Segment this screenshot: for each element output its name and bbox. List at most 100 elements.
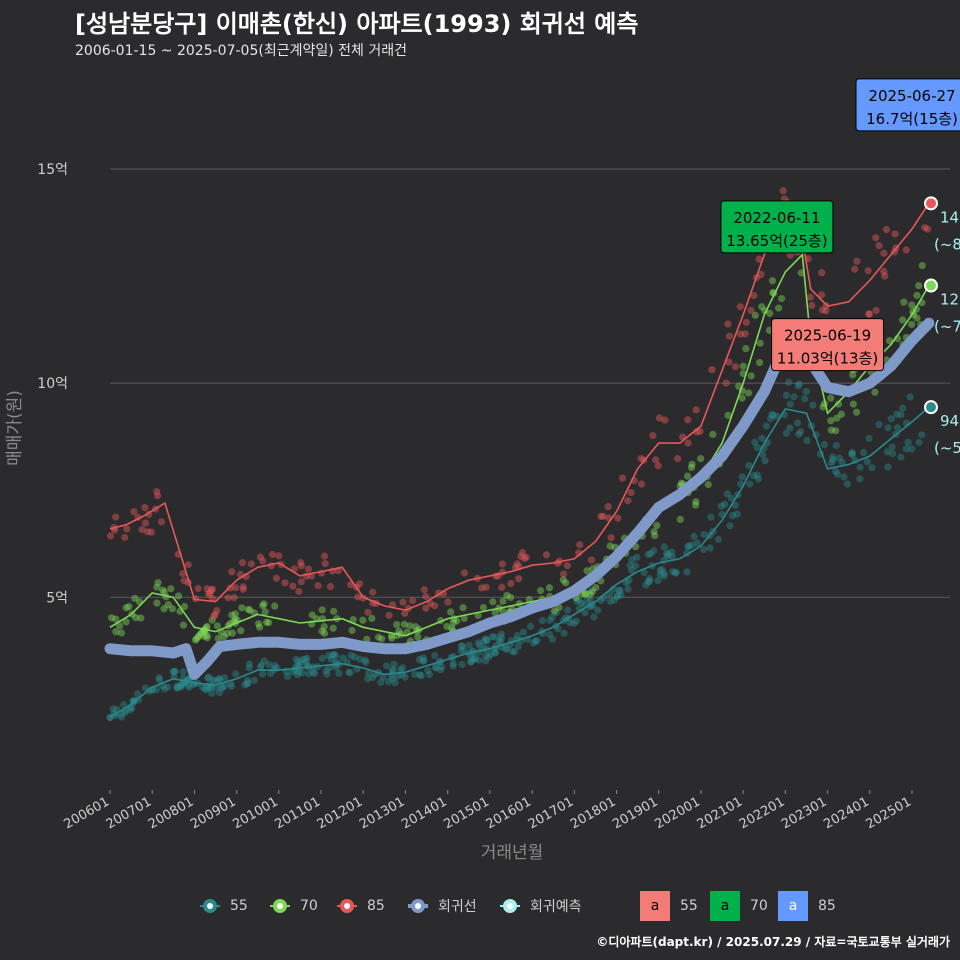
scatter-point (491, 649, 500, 657)
scatter-point (460, 569, 469, 577)
scatter-point (906, 393, 914, 401)
scatter-point (128, 704, 136, 712)
scatter-point (687, 464, 696, 472)
scatter-point (437, 663, 446, 671)
scatter-point (838, 458, 846, 467)
scatter-point (795, 430, 803, 438)
scatter-point (794, 382, 802, 390)
scatter-point (684, 439, 692, 447)
scatter-point (902, 445, 910, 453)
x-axis-label: 거래년월 (481, 843, 544, 863)
scatter-point (173, 684, 181, 692)
scatter-point (112, 628, 120, 636)
scatter-point (259, 557, 267, 565)
scatter-point (868, 464, 876, 472)
scatter-point (449, 619, 457, 627)
scatter-point (339, 654, 347, 662)
scatter-point (347, 651, 355, 659)
scatter-point (194, 584, 202, 593)
scatter-point (419, 657, 427, 665)
scatter-point (298, 669, 306, 677)
scatter-point (747, 306, 755, 315)
scatter-point (819, 403, 827, 411)
scatter-point (304, 565, 313, 573)
scatter-point (112, 513, 120, 521)
scatter-point (818, 306, 827, 314)
scatter-point (465, 641, 473, 649)
legend-label: 55 (230, 898, 248, 914)
scatter-point (424, 666, 432, 675)
x-tick-label: 201001 (230, 794, 280, 832)
legend-label: 85 (367, 898, 385, 914)
scatter-point (513, 631, 522, 640)
scatter-point (691, 501, 700, 509)
scatter-point (654, 462, 662, 470)
scatter-point (652, 456, 660, 464)
annotation-price: 13.65억(25층) (726, 232, 827, 250)
scatter-point (354, 593, 362, 601)
scatter-point (649, 431, 657, 440)
scatter-point (208, 689, 216, 697)
scatter-point (466, 658, 475, 666)
scatter-point (141, 519, 150, 527)
chart-title: [성남분당구] 이매촌(한신) 아파트(1993) 회귀선 예측 (75, 10, 639, 38)
scatter-point (245, 664, 253, 672)
scatter-point (200, 684, 209, 693)
scatter-point (501, 644, 510, 653)
scatter-point (708, 366, 716, 374)
scatter-point (471, 654, 479, 662)
scatter-point (303, 654, 311, 662)
scatter-point (756, 339, 764, 347)
scatter-point (664, 552, 672, 560)
scatter-point (271, 661, 279, 670)
scatter-point (538, 616, 547, 625)
legend: 55 70 85 회귀선 회귀예측 a 55 a 70 a 85 (0, 888, 960, 924)
scatter-point (121, 709, 129, 717)
scatter-point (820, 441, 829, 449)
scatter-point (361, 656, 369, 664)
scatter-point (849, 371, 857, 379)
scatter-point (399, 598, 407, 606)
scatter-point (259, 602, 267, 610)
scatter-point (214, 634, 222, 643)
scatter-point (645, 575, 654, 583)
scatter-point (733, 510, 741, 518)
scatter-point (320, 629, 329, 637)
scatter-point (384, 677, 392, 686)
scatter-point (321, 560, 329, 568)
scatter-point (697, 455, 705, 463)
scatter-point (210, 612, 218, 620)
scatter-point (310, 670, 319, 678)
scatter-point (120, 701, 128, 709)
scatter-point (289, 668, 297, 676)
scatter-point (736, 303, 744, 311)
scatter-point (230, 594, 238, 602)
scatter-point (548, 613, 556, 621)
scatter-point (453, 617, 461, 625)
scatter-point (644, 550, 653, 559)
x-tick-label: 201901 (610, 794, 660, 832)
scatter-point (383, 662, 391, 670)
y-tick-label: 5억 (46, 590, 68, 606)
scatter-point (661, 416, 669, 424)
scatter-point (335, 669, 343, 677)
scatter-point (806, 293, 814, 301)
scatter-point (483, 637, 491, 645)
scatter-point (802, 387, 810, 396)
scatter-point (362, 658, 370, 666)
scatter-point (583, 595, 591, 603)
scatter-point (377, 678, 385, 687)
scatter-point (320, 552, 329, 560)
scatter-point (647, 550, 655, 558)
scatter-point (515, 575, 523, 583)
scatter-point (145, 687, 153, 695)
x-tick-label: 200701 (104, 794, 154, 832)
scatter-point (369, 673, 377, 682)
x-tick-label: 201801 (568, 794, 618, 832)
scatter-point (650, 547, 658, 555)
scatter-point (664, 550, 672, 558)
scatter-point (742, 344, 750, 353)
scatter-point (491, 633, 499, 641)
scatter-point (122, 604, 130, 612)
scatter-point (758, 303, 766, 311)
